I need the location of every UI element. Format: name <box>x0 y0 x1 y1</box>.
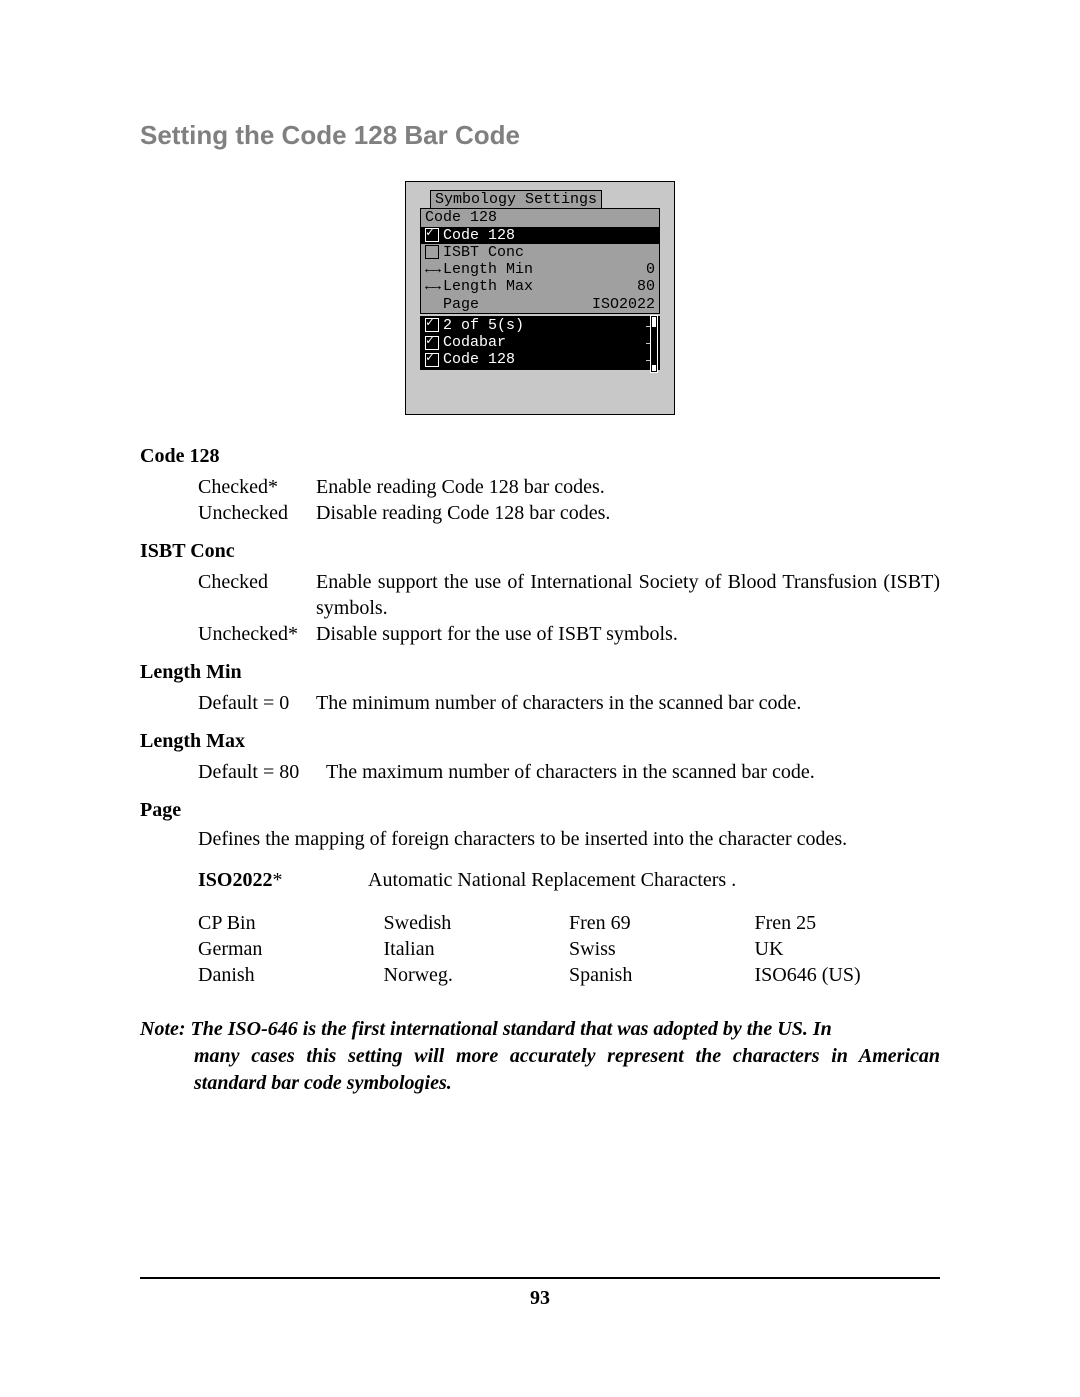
pt-cell: Spanish <box>569 962 755 988</box>
device-screenshot: Symbology Settings Code 128 Code 128 ISB… <box>405 181 675 415</box>
def-row: Default = 0The minimum number of charact… <box>198 690 940 716</box>
ss-row-lenmax: ←→Length Max80 <box>421 278 659 295</box>
section-head-code128: Code 128 <box>140 445 940 468</box>
section-head-isbt: ISBT Conc <box>140 540 940 563</box>
page-mapping-table: CP Bin Swedish Fren 69 Fren 25 German It… <box>198 910 940 988</box>
def-row: CheckedEnable support the use of Interna… <box>198 569 940 621</box>
def-row: Checked*Enable reading Code 128 bar code… <box>198 474 940 500</box>
ss-scrollbar <box>650 315 658 373</box>
note: Note: The ISO-646 is the first internati… <box>140 1016 940 1043</box>
ss-row-isbt: ISBT Conc <box>421 244 659 261</box>
pt-cell: CP Bin <box>198 910 384 936</box>
ss-header: Code 128 <box>421 209 659 226</box>
ss-row-page: PageISO2022 <box>421 296 659 313</box>
pt-cell: Fren 69 <box>569 910 755 936</box>
ss-row-lenmin: ←→Length Min0 <box>421 261 659 278</box>
section-head-lenmax: Length Max <box>140 730 940 753</box>
note-cont: many cases this setting will more accura… <box>194 1043 940 1097</box>
footer-rule <box>140 1277 940 1279</box>
ss-tab: Symbology Settings <box>430 190 602 208</box>
page-desc: Defines the mapping of foreign character… <box>198 828 940 851</box>
iso-row: ISO2022* Automatic National Replacement … <box>198 869 940 892</box>
def-row: UncheckedDisable reading Code 128 bar co… <box>198 500 940 526</box>
pt-cell: Italian <box>384 936 570 962</box>
page-container: Setting the Code 128 Bar Code Symbology … <box>0 0 1080 1370</box>
pt-cell: Swedish <box>384 910 570 936</box>
pt-cell: UK <box>755 936 941 962</box>
ss-row-code128: Code 128 <box>421 227 659 244</box>
ss-bottom-panel: 2 of 5(s) Codabar Code 128 <box>420 316 660 370</box>
def-row: Unchecked*Disable support for the use of… <box>198 621 940 647</box>
section-head-page: Page <box>140 799 940 822</box>
pt-cell: German <box>198 936 384 962</box>
page-title: Setting the Code 128 Bar Code <box>140 120 940 151</box>
ss-panel: Code 128 Code 128 ISBT Conc ←→Length Min… <box>420 208 660 314</box>
ss-bottom-row: Codabar <box>421 334 659 351</box>
ss-bottom-row: Code 128 <box>421 351 659 368</box>
ss-bottom-row: 2 of 5(s) <box>421 317 659 334</box>
def-row: Default = 80The maximum number of charac… <box>198 759 940 785</box>
section-head-lenmin: Length Min <box>140 661 940 684</box>
pt-cell: Norweg. <box>384 962 570 988</box>
pt-cell: Fren 25 <box>755 910 941 936</box>
pt-cell: Swiss <box>569 936 755 962</box>
pt-cell: Danish <box>198 962 384 988</box>
page-number: 93 <box>140 1287 940 1310</box>
pt-cell: ISO646 (US) <box>755 962 941 988</box>
